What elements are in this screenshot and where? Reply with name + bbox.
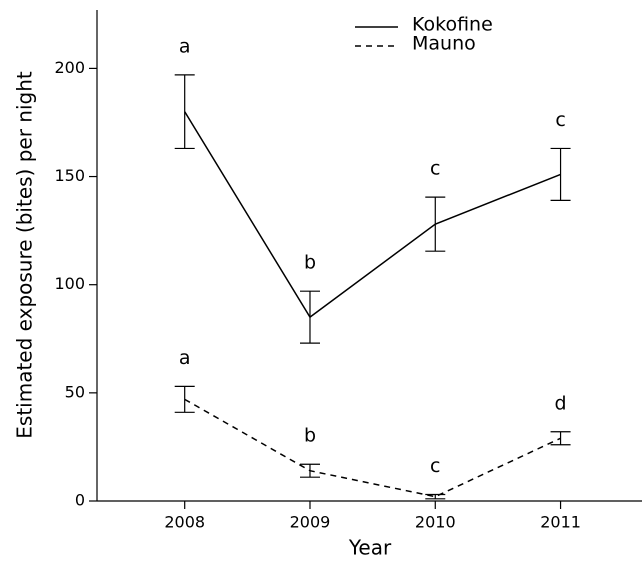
error-bar — [299, 290, 320, 344]
error-bar — [174, 74, 195, 150]
x-tick-label: 2010 — [415, 513, 456, 532]
significance-letter: b — [304, 252, 316, 274]
series-line — [184, 398, 561, 498]
significance-letter: c — [430, 158, 440, 180]
error-bar — [425, 493, 446, 500]
y-axis-label: Estimated exposure (bites) per night — [13, 71, 37, 439]
y-tick-label: 0 — [75, 491, 85, 510]
significance-letter: c — [555, 109, 565, 131]
error-bar — [550, 147, 571, 201]
x-tick-label: 2008 — [164, 513, 205, 532]
x-tick-label: 2011 — [540, 513, 581, 532]
significance-letter: a — [179, 35, 191, 57]
error-bar — [550, 431, 571, 446]
x-tick-label: 2009 — [290, 513, 331, 532]
series-line — [184, 111, 561, 319]
y-tick-label: 200 — [54, 58, 85, 77]
x-axis-label: Year — [348, 536, 392, 560]
error-bar — [425, 196, 446, 252]
significance-letter: c — [430, 455, 440, 477]
legend-label: Kokofine — [412, 14, 493, 36]
significance-letter: d — [555, 392, 567, 414]
error-bar — [174, 385, 195, 413]
error-bar — [299, 463, 320, 478]
y-tick-label: 100 — [54, 274, 85, 293]
legend-label: Mauno — [412, 33, 476, 55]
y-tick-label: 150 — [54, 166, 85, 185]
significance-letter: b — [304, 425, 316, 447]
y-tick-label: 50 — [65, 382, 85, 401]
significance-letter: a — [179, 347, 191, 369]
